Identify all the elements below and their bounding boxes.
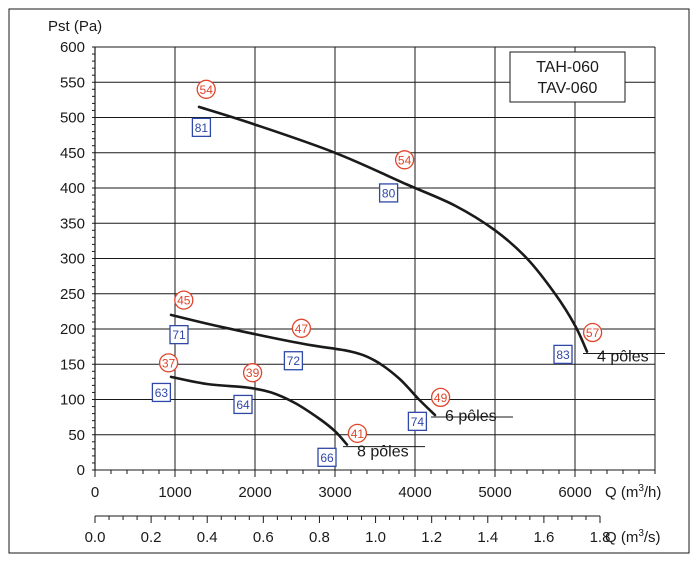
y-tick-label: 450 <box>60 145 85 162</box>
circle-marker-label: 49 <box>434 391 448 405</box>
circle-marker <box>158 353 179 373</box>
x-axis-title-sup: 3 <box>638 483 644 494</box>
y-tick-label: 100 <box>60 392 85 409</box>
circle-marker-label: 57 <box>586 326 600 340</box>
y-tick-label: 0 <box>77 462 85 479</box>
x-tick-label: 6000 <box>558 484 591 501</box>
x-tick-label: 2000 <box>238 484 271 501</box>
square-marker <box>378 183 399 203</box>
square-marker <box>553 344 573 365</box>
square-marker-label: 74 <box>411 415 425 429</box>
circle-marker <box>291 318 312 338</box>
x-tick-label: 3000 <box>318 484 351 501</box>
axes <box>92 46 656 523</box>
x2-tick-label: 0.2 <box>141 529 162 546</box>
markers <box>151 51 626 467</box>
circle-marker-label: 39 <box>246 366 260 380</box>
series-label: 8 pôles <box>357 444 409 461</box>
series-label: 6 pôles <box>445 408 497 425</box>
series-line-1 <box>197 105 589 353</box>
legend-line: TAH-060 <box>536 59 599 76</box>
y-tick-label: 300 <box>60 251 85 268</box>
y-tick-label: 150 <box>60 356 85 373</box>
square-marker <box>317 447 337 467</box>
circle-marker-label: 41 <box>351 427 365 441</box>
series-line-2 <box>169 313 437 417</box>
circle-marker <box>174 290 194 310</box>
x-tick-label: 0 <box>91 484 99 501</box>
y-tick-label: 200 <box>60 321 85 338</box>
x-axis-title-prefix: Q (m <box>605 484 638 501</box>
x-axis-title: Q (m3/h) <box>605 483 661 501</box>
y-tick-label: 350 <box>60 215 85 232</box>
square-marker-label: 66 <box>320 451 334 465</box>
y-tick-label: 250 <box>60 286 85 303</box>
x2-tick-label: 1.2 <box>421 529 442 546</box>
circle-marker-label: 54 <box>398 153 412 167</box>
square-marker-label: 64 <box>236 398 250 412</box>
y-tick-label: 400 <box>60 180 85 197</box>
circle-marker-label: 54 <box>200 83 214 97</box>
square-marker-label: 63 <box>155 386 169 400</box>
x2-tick-label: 1.8 <box>590 529 611 546</box>
square-marker <box>151 382 172 403</box>
circle-marker <box>430 387 451 408</box>
circle-marker-label: 37 <box>162 356 176 370</box>
square-marker <box>233 394 253 415</box>
x2-axis-title: Q (m3/s) <box>605 528 661 546</box>
x-tick-label: 1000 <box>158 484 191 501</box>
x2-tick-label: 1.6 <box>533 529 554 546</box>
series-line-3 <box>169 375 349 446</box>
x-axis-title-suffix: /h) <box>644 484 662 501</box>
x2-tick-label: 0.0 <box>85 529 106 546</box>
x2-tick-label: 0.6 <box>253 529 274 546</box>
x2-axis-title-prefix: Q (m <box>605 529 638 546</box>
y-tick-label: 550 <box>60 74 85 91</box>
circle-marker <box>582 322 603 343</box>
square-marker-label: 80 <box>382 186 396 200</box>
x2-tick-label: 0.8 <box>309 529 330 546</box>
x2-tick-label: 1.0 <box>365 529 386 546</box>
circle-marker-label: 45 <box>177 294 191 308</box>
circle-marker <box>394 150 415 170</box>
square-marker <box>283 351 304 371</box>
x-tick-label: 5000 <box>478 484 511 501</box>
square-marker <box>407 411 428 432</box>
circle-marker <box>242 363 263 383</box>
x2-axis-title-suffix: /s) <box>644 529 661 546</box>
square-marker <box>169 324 189 345</box>
y-axis-title: Pst (Pa) <box>48 18 102 35</box>
y-tick-label: 50 <box>68 427 85 444</box>
x2-tick-label: 0.4 <box>197 529 218 546</box>
y-tick-label: 600 <box>60 39 85 56</box>
legend-box <box>509 51 626 103</box>
circle-marker <box>196 79 216 99</box>
square-marker-label: 81 <box>195 121 209 135</box>
circle-marker-label: 47 <box>295 322 309 336</box>
legend-line: TAV-060 <box>538 80 598 97</box>
curves <box>169 105 665 448</box>
x2-tick-label: 1.4 <box>477 529 498 546</box>
square-marker <box>191 117 212 138</box>
y-tick-label: 500 <box>60 110 85 127</box>
square-marker-label: 71 <box>172 328 186 342</box>
square-marker-label: 72 <box>287 354 301 368</box>
x-tick-label: 4000 <box>398 484 431 501</box>
square-marker-label: 83 <box>556 348 570 362</box>
circle-marker <box>347 423 368 443</box>
x2-axis-title-sup: 3 <box>638 528 644 539</box>
series-label: 4 pôles <box>597 349 649 366</box>
